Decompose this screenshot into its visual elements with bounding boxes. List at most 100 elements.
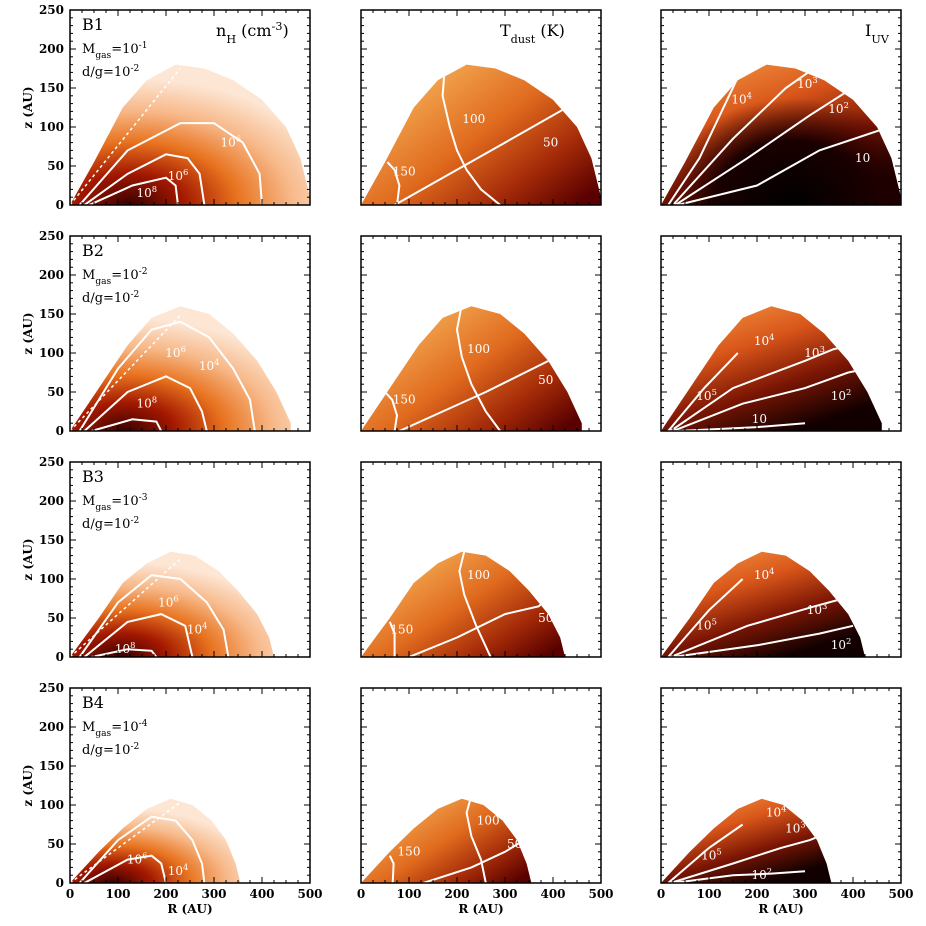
contour-label: 50 [507,837,522,851]
x-tick-label: 500 [888,887,913,901]
contour-label: 105 [701,847,722,863]
contour-label: 104 [168,862,189,878]
panel-B4-density: 106 104 0 50 100 150 200 250 z (AU) B4 Mgas=10-4 d/… [21,681,323,916]
y-tick-label: 100 [39,120,64,134]
y-tick-label: 150 [39,533,64,547]
contour-line [91,418,163,431]
contour-label: 103 [785,819,806,835]
panel-B3-uv: 104 105 103 102 [660,461,902,658]
dashed-cone-line [70,67,181,205]
y-tick-label: 200 [39,268,64,282]
model-mass-label: Mgas=10-1 [82,41,148,61]
panel-B2-density: 104 106 108 0 50 100 150 200 250 z (AU) B2 Mgas=10-… [21,229,311,438]
filled-region [661,306,882,431]
y-tick-label: 250 [39,681,64,695]
contour-line [88,176,179,205]
model-label: B1 [82,15,104,34]
contour-line [91,648,158,657]
filled-region [361,798,532,883]
y-tick-label: 150 [39,307,64,321]
panel-B1-density: 106 106 108 0 50 100 150 200 250 z (AU) B1 Mgas=10-… [21,3,311,212]
contour-label: 100 [467,342,490,356]
panel-B3-density: 104 106 108 0 50 100 150 200 250 z (AU) B3 Mgas=10-… [21,455,311,664]
y-axis-title: z (AU) [21,312,35,354]
contour-line [83,613,194,657]
contour-line [672,64,828,205]
x-tick-label: 400 [840,887,865,901]
panel-B2-temperature: 150 100 50 [360,235,602,432]
dashed-cone-line [70,314,181,431]
contour-line [667,352,739,431]
contour-line [78,815,206,883]
dashed-cone-line [70,801,181,883]
y-tick-label: 50 [47,385,64,399]
contour-line [78,320,256,431]
col-title-density: nH (cm-3) [216,20,289,46]
contour-line [672,624,854,657]
y-tick-label: 200 [39,720,64,734]
contour-label: 104 [766,804,787,820]
contour-line [667,578,744,657]
y-tick-label: 150 [39,759,64,773]
x-axis-title: R (AU) [458,902,503,916]
x-tick-label: 200 [744,887,769,901]
contour-line [672,367,868,431]
contour-label: 104 [199,357,220,373]
contour-line [423,839,525,883]
contour-label: 150 [390,623,413,637]
contour-line [83,153,206,205]
contour-label: 150 [393,393,416,407]
x-tick-label: 500 [297,887,322,901]
contour-label: 102 [831,387,852,403]
contour-line [386,161,401,205]
contour-label: 100 [462,112,485,126]
contour-line [388,621,396,657]
contour-label: 105 [696,387,717,403]
contour-label: 50 [538,611,553,625]
y-tick-label: 0 [56,198,64,212]
contour-label: 104 [187,621,208,637]
contour-line [677,122,901,205]
x-axis-title: R (AU) [167,902,212,916]
contour-line [674,71,878,205]
x-tick-label: 100 [696,887,721,901]
x-tick-label: 100 [105,887,130,901]
y-axis-title: z (AU) [21,86,35,128]
x-tick-label: 400 [249,887,274,901]
contour-line [458,551,492,657]
contour-label: 100 [467,568,490,582]
contour-label: 106 [168,167,189,183]
contour-line [667,823,744,883]
contour-label: 108 [115,640,136,656]
model-dustgas-label: d/g=10-2 [82,290,139,306]
contour-label: 108 [136,184,157,200]
y-tick-label: 250 [39,455,64,469]
contour-label: 102 [828,100,849,116]
filled-region [361,551,565,657]
x-tick-label: 400 [540,887,565,901]
dashed-cone-line [70,558,181,657]
x-axis-title: R (AU) [758,902,803,916]
filled-region [361,306,582,431]
contour-label: 108 [136,395,157,411]
y-tick-label: 50 [47,611,64,625]
model-mass-label: Mgas=10-4 [82,719,148,739]
filled-region [661,798,832,883]
y-tick-label: 0 [56,424,64,438]
y-tick-label: 200 [39,494,64,508]
contour-line [83,854,167,883]
contour-label: 104 [754,566,775,582]
contour-line [670,835,820,883]
contour-line [384,391,399,431]
contour-label: 150 [393,164,416,178]
contour-label: 100 [477,814,500,828]
contour-line [398,348,573,431]
contour-label: 102 [751,866,772,882]
contour-line [83,375,208,431]
contour-label: 10 [752,412,767,426]
y-tick-label: 250 [39,3,64,17]
